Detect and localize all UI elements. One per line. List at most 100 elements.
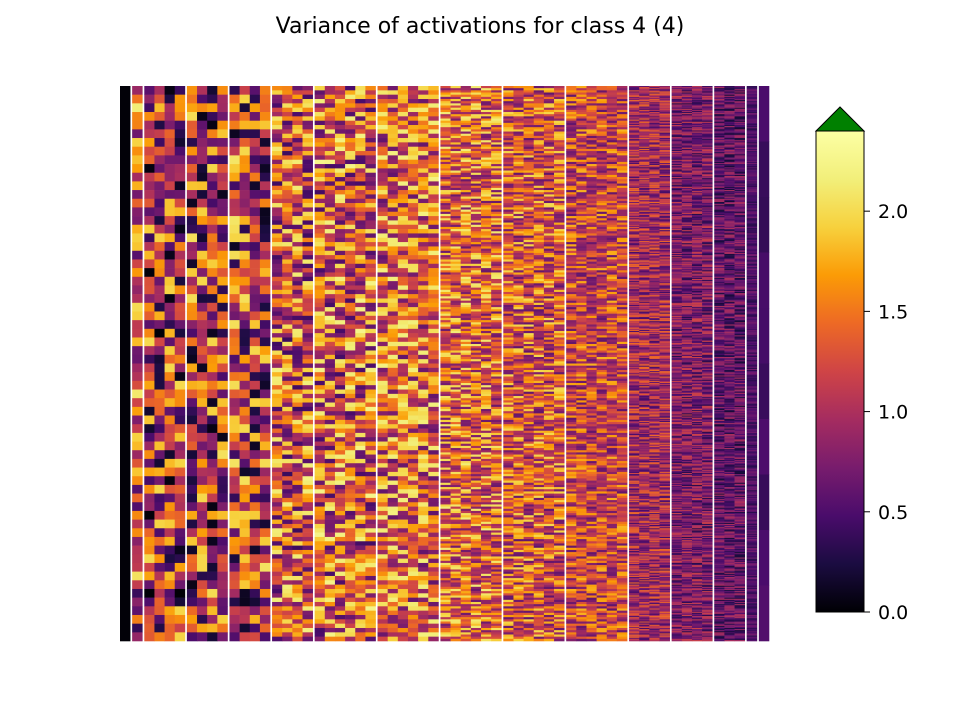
heatmap-cell xyxy=(292,484,303,490)
heatmap-cell xyxy=(207,372,218,382)
heatmap-cell xyxy=(470,278,482,282)
heatmap-cell xyxy=(440,612,451,616)
heatmap-cell xyxy=(186,328,198,338)
heatmap-cell xyxy=(450,226,462,230)
heatmap-cell xyxy=(229,528,240,538)
heatmap-cell xyxy=(450,307,462,310)
heatmap-cell xyxy=(481,528,492,531)
heatmap-cell xyxy=(418,190,429,195)
heatmap-cell xyxy=(513,354,524,358)
heatmap-cell xyxy=(197,380,208,390)
heatmap-cell xyxy=(470,480,482,484)
heatmap-cell xyxy=(460,263,472,267)
heatmap-cell xyxy=(523,133,535,137)
heatmap-cell xyxy=(272,350,283,356)
heatmap-cell xyxy=(513,317,524,321)
heatmap-cell xyxy=(491,426,502,429)
heatmap-cell xyxy=(440,114,451,117)
heatmap-cell xyxy=(302,281,313,286)
heatmap-cell xyxy=(197,268,208,278)
heatmap-cell xyxy=(345,164,356,169)
heatmap-cell xyxy=(259,372,271,382)
heatmap-cell xyxy=(450,218,462,221)
heatmap-cell xyxy=(503,274,514,278)
heatmap-cell xyxy=(324,133,336,139)
heatmap-cell xyxy=(345,437,356,442)
heatmap-cell xyxy=(197,346,208,356)
heatmap-cell xyxy=(481,127,492,130)
heatmap-cell xyxy=(503,357,514,360)
heatmap-cell xyxy=(440,248,451,252)
heatmap-cell xyxy=(154,276,165,286)
heatmap-cell xyxy=(460,465,472,468)
heatmap-cell xyxy=(481,558,492,562)
heatmap-cell xyxy=(450,352,462,356)
heatmap-cell xyxy=(460,541,472,544)
heatmap-cell xyxy=(481,357,492,360)
heatmap-cell xyxy=(144,588,155,598)
heatmap-cell xyxy=(450,430,462,434)
heatmap-cell xyxy=(229,363,240,373)
heatmap-cell xyxy=(334,94,346,100)
heatmap-cell xyxy=(377,588,388,594)
heatmap-cell xyxy=(314,627,326,633)
heatmap-cell xyxy=(513,443,524,447)
heatmap-cell xyxy=(324,424,336,429)
heatmap-cell xyxy=(259,337,271,347)
heatmap-cell xyxy=(132,398,143,408)
heatmap-cell xyxy=(365,606,376,611)
heatmap-cell xyxy=(397,515,409,520)
heatmap-cell xyxy=(387,584,399,590)
heatmap-cell xyxy=(491,363,502,366)
heatmap-cell xyxy=(503,519,514,523)
heatmap-cell xyxy=(481,270,492,273)
heatmap-cell xyxy=(418,424,429,429)
heatmap-cell xyxy=(282,467,293,473)
heatmap-cell xyxy=(503,343,514,347)
heatmap-cell xyxy=(450,387,462,390)
heatmap-cell xyxy=(513,257,524,260)
heatmap-cell xyxy=(272,571,283,577)
heatmap-cell xyxy=(377,580,388,585)
heatmap-cell xyxy=(259,510,271,520)
heatmap-cell xyxy=(197,276,208,286)
heatmap-cell xyxy=(460,144,472,148)
heatmap-cell xyxy=(440,116,451,119)
heatmap-cell xyxy=(249,424,261,434)
heatmap-cell xyxy=(407,194,419,200)
heatmap-cell xyxy=(418,506,429,512)
heatmap-cell xyxy=(440,426,451,429)
heatmap-cell xyxy=(470,138,482,141)
heatmap-cell xyxy=(334,285,346,291)
heatmap-cell xyxy=(428,567,439,572)
heatmap-cell xyxy=(377,354,388,360)
heatmap-cell xyxy=(164,363,176,373)
heatmap-cell xyxy=(197,164,208,174)
heatmap-cell xyxy=(217,484,228,494)
heatmap-cell xyxy=(491,155,502,158)
heatmap-cell xyxy=(523,168,535,171)
heatmap-cell xyxy=(481,185,492,189)
heatmap-cell xyxy=(491,400,502,403)
heatmap-cell xyxy=(377,493,388,499)
heatmap-cell xyxy=(513,328,524,332)
heatmap-cell xyxy=(282,320,293,325)
heatmap-cell xyxy=(460,578,472,581)
heatmap-cell xyxy=(282,458,293,464)
heatmap-cell xyxy=(440,491,451,494)
heatmap-cell xyxy=(491,268,502,271)
heatmap-cell xyxy=(345,116,356,121)
heatmap-cell xyxy=(450,471,462,475)
heatmap-cell xyxy=(355,125,366,130)
heatmap-cell xyxy=(470,140,482,143)
heatmap-cell xyxy=(407,242,419,247)
heatmap-cell xyxy=(292,194,303,200)
heatmap-cell xyxy=(513,313,524,317)
heatmap-cell xyxy=(144,467,155,477)
heatmap-cell xyxy=(440,127,451,130)
heatmap-cell xyxy=(513,213,524,217)
heatmap-cell xyxy=(377,597,388,603)
heatmap-cell xyxy=(470,257,482,260)
heatmap-cell xyxy=(491,534,502,538)
heatmap-cell xyxy=(481,168,492,171)
